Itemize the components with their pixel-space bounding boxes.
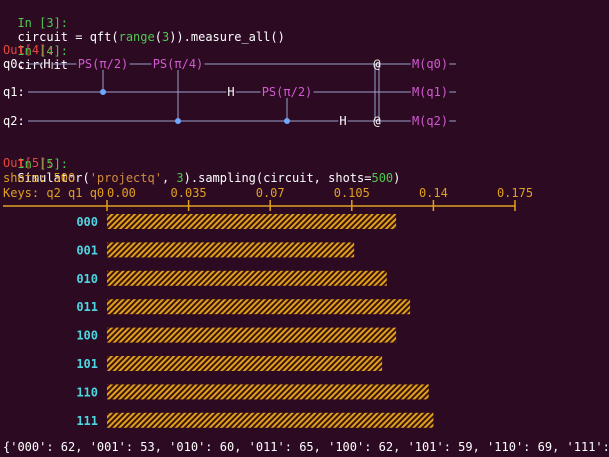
category-label: 010 bbox=[76, 272, 98, 286]
qubit-label: q1: bbox=[3, 85, 25, 99]
category-label: 101 bbox=[76, 357, 98, 371]
prompt-in-4: In [4]: bbox=[17, 44, 69, 58]
h-gate: H bbox=[227, 85, 234, 99]
bar bbox=[107, 327, 397, 343]
phase-shift-gate: PS(π/2) bbox=[262, 85, 313, 99]
category-label: 000 bbox=[76, 215, 98, 229]
gate-bg bbox=[76, 57, 130, 70]
category-label: 111 bbox=[76, 414, 98, 428]
x-tick-label: 0.035 bbox=[171, 186, 207, 200]
circuit-diagram: q0: q1: q2: H PS(π/2) PS(π/4) H PS(π/2) H @ @ M(q0)… bbox=[3, 57, 456, 128]
gate-bg bbox=[151, 57, 205, 70]
code-token: 'projectq' bbox=[89, 171, 162, 185]
bar bbox=[107, 242, 355, 258]
qubit-label: q2: bbox=[3, 114, 25, 128]
code-token: , bbox=[161, 171, 177, 185]
category-label: 110 bbox=[76, 385, 98, 399]
code-token: 500 bbox=[371, 171, 394, 185]
control-dot bbox=[175, 118, 181, 124]
code-token: )).measure_all() bbox=[169, 30, 285, 44]
gate-bg bbox=[260, 85, 314, 98]
gate-bg bbox=[338, 114, 348, 127]
h-gate: H bbox=[339, 114, 346, 128]
gate-bg bbox=[410, 85, 450, 98]
cell-5-code: Simulator('projectq', 3).sampling(circui… bbox=[17, 171, 400, 185]
gate-bg bbox=[410, 57, 450, 70]
control-dot bbox=[284, 118, 290, 124]
sampling-bar-chart: Keys: q2 q1 q0 0.00 0.035 0.07 0.105 0.14 0.1… bbox=[3, 186, 533, 428]
code-token: circuit = qft( bbox=[17, 30, 119, 44]
bar bbox=[107, 384, 429, 400]
prompt-out-4: Out[4]: bbox=[3, 43, 54, 57]
code-token: 3 bbox=[176, 171, 184, 185]
category-label: 100 bbox=[76, 329, 98, 343]
cell-3-input[interactable]: In [3]: circuit = qft(range(3)).measure_… bbox=[3, 2, 284, 44]
prompt-out-5: Out[5]: bbox=[3, 156, 54, 170]
bar bbox=[107, 270, 387, 286]
code-token: 3 bbox=[161, 30, 170, 44]
measure-gate: M(q2) bbox=[412, 114, 448, 128]
phase-shift-gate: PS(π/2) bbox=[78, 57, 129, 71]
result-dict: {'000': 62, '001': 53, '010': 60, '011':… bbox=[3, 440, 609, 454]
measure-gate: M(q1) bbox=[412, 85, 448, 99]
bar bbox=[107, 412, 434, 428]
category-label: 011 bbox=[76, 300, 98, 314]
cell-5-input[interactable]: In [5]: Simulator('projectq', 3).samplin… bbox=[3, 143, 400, 185]
prompt-in-5: In [5]: bbox=[17, 157, 69, 171]
prompt-in-3: In [3]: bbox=[17, 16, 69, 30]
keys-label: Keys: q2 q1 q0 bbox=[3, 186, 104, 200]
category-label: 001 bbox=[76, 243, 98, 257]
x-tick-label: 0.105 bbox=[334, 186, 370, 200]
measure-gate: M(q0) bbox=[412, 57, 448, 71]
code-token: ( bbox=[154, 30, 162, 44]
bar bbox=[107, 214, 397, 229]
cell-3-code: circuit = qft(range(3)).measure_all() bbox=[17, 30, 284, 44]
phase-shift-gate: PS(π/4) bbox=[153, 57, 204, 71]
shots-label: shots: 500 bbox=[3, 171, 76, 185]
code-token: range bbox=[118, 30, 155, 44]
swap-marker: @ bbox=[373, 114, 380, 128]
gate-bg bbox=[410, 114, 450, 127]
x-tick-label: 0.00 bbox=[107, 186, 136, 200]
x-tick-label: 0.175 bbox=[497, 186, 533, 200]
gate-bg bbox=[226, 85, 236, 98]
bar bbox=[107, 299, 411, 315]
code-token: Simulator( bbox=[17, 171, 90, 185]
code-token: ) bbox=[393, 171, 401, 185]
x-tick-label: 0.14 bbox=[419, 186, 448, 200]
code-token: ).sampling(circuit, shots= bbox=[183, 171, 372, 185]
control-dot bbox=[100, 89, 106, 95]
gate-bg bbox=[42, 57, 52, 70]
swap-marker: @ bbox=[373, 57, 380, 71]
qubit-label: q0: bbox=[3, 57, 25, 71]
x-tick-label: 0.07 bbox=[256, 186, 285, 200]
bar bbox=[107, 356, 383, 371]
h-gate: H bbox=[43, 57, 50, 71]
